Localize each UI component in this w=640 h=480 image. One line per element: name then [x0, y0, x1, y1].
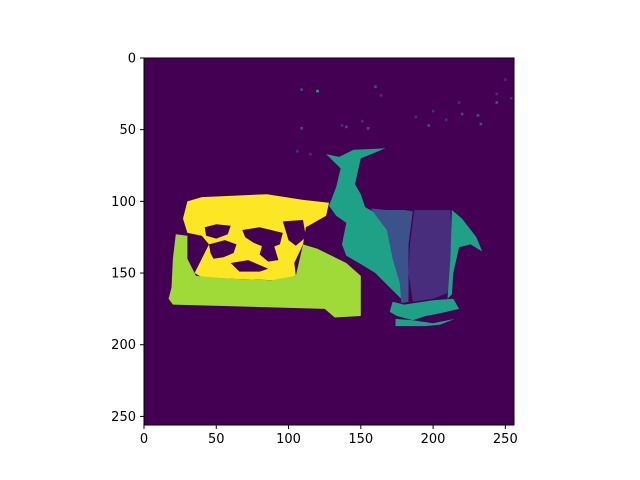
hole-4: [259, 244, 279, 262]
x-tick-label: 100: [276, 432, 301, 447]
speck-1: [316, 89, 319, 93]
bottom-teal-region: [389, 298, 460, 321]
speck-22: [309, 152, 312, 156]
lime-region: [168, 234, 361, 318]
y-tick-label: 200: [111, 338, 136, 353]
plot-area: [143, 57, 515, 426]
y-tick-label: 100: [111, 195, 136, 210]
speck-3: [379, 94, 383, 97]
speck-4: [414, 115, 418, 119]
hole-3: [242, 227, 283, 249]
speck-8: [457, 101, 461, 104]
speck-11: [479, 122, 483, 126]
speck-7: [444, 118, 448, 121]
speck-0: [300, 88, 303, 91]
speck-2: [374, 85, 377, 89]
plot-frame: [143, 57, 515, 426]
bottom-teal-strip: [395, 318, 455, 327]
purple-region: [408, 210, 452, 302]
speck-9: [460, 112, 464, 116]
speck-10: [476, 114, 480, 117]
speck-15: [509, 96, 513, 100]
hole-1: [204, 224, 231, 239]
points-layer: [296, 78, 513, 156]
y-tick-label: 150: [111, 267, 136, 282]
x-tick-label: 0: [140, 432, 148, 447]
hole-5: [282, 220, 306, 246]
speck-12: [495, 92, 499, 96]
speck-18: [361, 119, 364, 123]
y-tick-label: 250: [111, 410, 136, 425]
x-axis: 0 50 100 150 200 250: [140, 425, 518, 447]
speck-13: [495, 101, 499, 104]
speck-19: [366, 127, 370, 130]
x-tick-label: 150: [348, 432, 373, 447]
speck-5: [427, 124, 431, 127]
y-axis: 0 50 100 150 200 250: [111, 52, 144, 425]
speck-16: [340, 124, 344, 127]
y-tick-label: 0: [128, 52, 136, 67]
speck-20: [300, 127, 303, 130]
holes-layer: [204, 220, 306, 272]
speck-6: [431, 109, 435, 113]
right-teal-region: [447, 210, 483, 299]
x-tick-label: 200: [421, 432, 446, 447]
hole-2: [209, 240, 237, 259]
speck-21: [296, 150, 299, 153]
teal-region: [326, 148, 405, 302]
speck-14: [504, 78, 507, 81]
speck-17: [345, 125, 348, 129]
x-tick-label: 50: [208, 432, 225, 447]
y-tick-label: 50: [119, 123, 136, 138]
x-tick-label: 250: [493, 432, 518, 447]
dark-blue-region: [370, 208, 413, 304]
hole-6: [230, 260, 269, 272]
